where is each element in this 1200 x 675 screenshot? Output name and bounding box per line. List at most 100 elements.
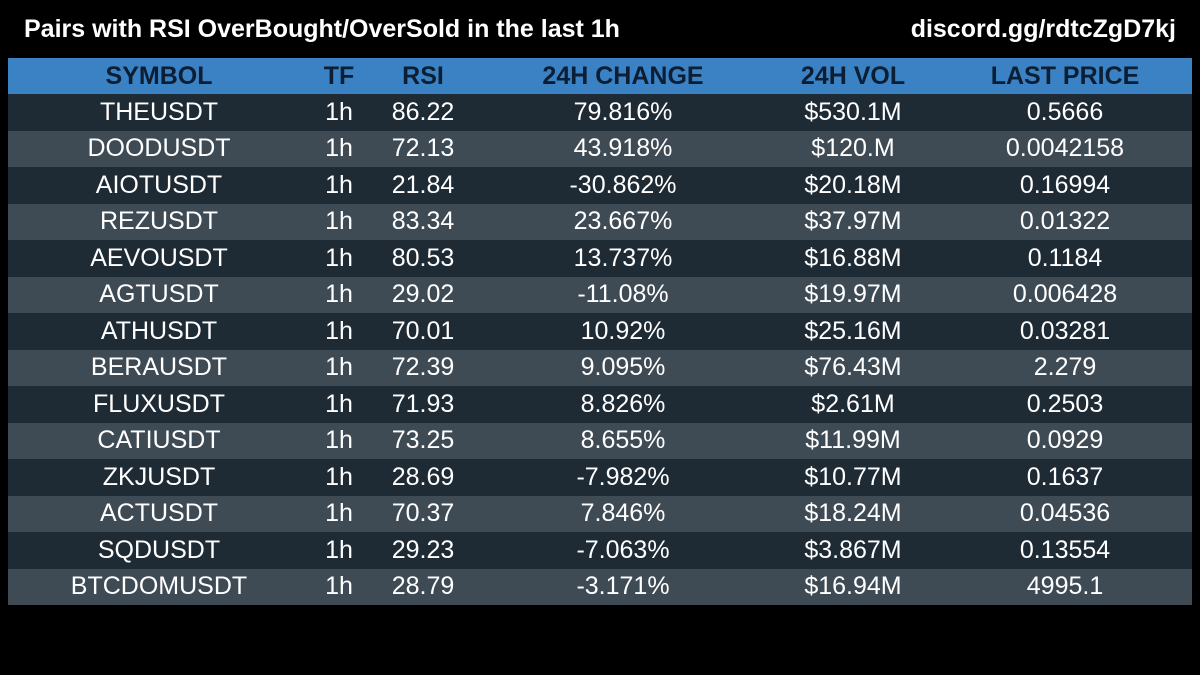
- cell-last-price: 4995.1: [938, 568, 1192, 605]
- cell-last-price: 0.2503: [938, 386, 1192, 423]
- column-header-symbol: SYMBOL: [8, 58, 310, 94]
- cell-24h-vol: $2.61M: [768, 386, 938, 423]
- cell-rsi: 29.23: [368, 532, 478, 569]
- cell-rsi: 73.25: [368, 422, 478, 459]
- cell-symbol: ZKJUSDT: [8, 459, 310, 496]
- rsi-table: SYMBOL TF RSI 24H CHANGE 24H VOL LAST PR…: [8, 58, 1192, 605]
- cell-rsi: 72.13: [368, 130, 478, 167]
- cell-rsi: 80.53: [368, 240, 478, 277]
- cell-24h-change: -7.063%: [478, 532, 768, 569]
- page-title: Pairs with RSI OverBought/OverSold in th…: [24, 15, 620, 43]
- cell-symbol: BTCDOMUSDT: [8, 568, 310, 605]
- cell-24h-change: 13.737%: [478, 240, 768, 277]
- cell-24h-vol: $10.77M: [768, 459, 938, 496]
- cell-rsi: 70.37: [368, 495, 478, 532]
- table-row: ZKJUSDT 1h 28.69 -7.982% $10.77M 0.1637: [8, 459, 1192, 496]
- cell-24h-change: -30.862%: [478, 167, 768, 204]
- cell-symbol: BERAUSDT: [8, 349, 310, 386]
- cell-last-price: 2.279: [938, 349, 1192, 386]
- table-row: AIOTUSDT 1h 21.84 -30.862% $20.18M 0.169…: [8, 167, 1192, 204]
- cell-24h-change: 23.667%: [478, 203, 768, 240]
- cell-24h-vol: $11.99M: [768, 422, 938, 459]
- cell-rsi: 71.93: [368, 386, 478, 423]
- cell-24h-change: -3.171%: [478, 568, 768, 605]
- cell-last-price: 0.006428: [938, 276, 1192, 313]
- cell-symbol: SQDUSDT: [8, 532, 310, 569]
- table-row: AEVOUSDT 1h 80.53 13.737% $16.88M 0.1184: [8, 240, 1192, 277]
- cell-tf: 1h: [310, 422, 368, 459]
- cell-tf: 1h: [310, 349, 368, 386]
- cell-rsi: 70.01: [368, 313, 478, 350]
- cell-symbol: CATIUSDT: [8, 422, 310, 459]
- cell-rsi: 28.69: [368, 459, 478, 496]
- table-row: REZUSDT 1h 83.34 23.667% $37.97M 0.01322: [8, 203, 1192, 240]
- cell-tf: 1h: [310, 532, 368, 569]
- cell-24h-change: 10.92%: [478, 313, 768, 350]
- cell-24h-vol: $20.18M: [768, 167, 938, 204]
- column-header-tf: TF: [310, 58, 368, 94]
- cell-last-price: 0.1637: [938, 459, 1192, 496]
- cell-24h-change: 9.095%: [478, 349, 768, 386]
- table-row: BERAUSDT 1h 72.39 9.095% $76.43M 2.279: [8, 349, 1192, 386]
- cell-24h-change: 79.816%: [478, 94, 768, 131]
- cell-24h-vol: $19.97M: [768, 276, 938, 313]
- cell-24h-change: 8.826%: [478, 386, 768, 423]
- cell-tf: 1h: [310, 276, 368, 313]
- cell-24h-change: 7.846%: [478, 495, 768, 532]
- column-header-rsi: RSI: [368, 58, 478, 94]
- table-row: FLUXUSDT 1h 71.93 8.826% $2.61M 0.2503: [8, 386, 1192, 423]
- cell-24h-vol: $37.97M: [768, 203, 938, 240]
- cell-last-price: 0.5666: [938, 94, 1192, 131]
- cell-last-price: 0.16994: [938, 167, 1192, 204]
- table-body: THEUSDT 1h 86.22 79.816% $530.1M 0.5666 …: [8, 94, 1192, 605]
- cell-tf: 1h: [310, 167, 368, 204]
- rsi-table-container: SYMBOL TF RSI 24H CHANGE 24H VOL LAST PR…: [8, 58, 1192, 605]
- cell-24h-vol: $18.24M: [768, 495, 938, 532]
- cell-24h-change: 8.655%: [478, 422, 768, 459]
- cell-tf: 1h: [310, 203, 368, 240]
- cell-rsi: 86.22: [368, 94, 478, 131]
- column-header-last-price: LAST PRICE: [938, 58, 1192, 94]
- cell-symbol: AEVOUSDT: [8, 240, 310, 277]
- cell-symbol: REZUSDT: [8, 203, 310, 240]
- table-row: BTCDOMUSDT 1h 28.79 -3.171% $16.94M 4995…: [8, 568, 1192, 605]
- cell-24h-vol: $25.16M: [768, 313, 938, 350]
- cell-last-price: 0.1184: [938, 240, 1192, 277]
- column-header-24h-change: 24H CHANGE: [478, 58, 768, 94]
- cell-24h-vol: $3.867M: [768, 532, 938, 569]
- cell-tf: 1h: [310, 130, 368, 167]
- cell-24h-change: 43.918%: [478, 130, 768, 167]
- cell-24h-change: -7.982%: [478, 459, 768, 496]
- table-row: ACTUSDT 1h 70.37 7.846% $18.24M 0.04536: [8, 495, 1192, 532]
- cell-symbol: ATHUSDT: [8, 313, 310, 350]
- table-row: ATHUSDT 1h 70.01 10.92% $25.16M 0.03281: [8, 313, 1192, 350]
- cell-last-price: 0.04536: [938, 495, 1192, 532]
- cell-last-price: 0.13554: [938, 532, 1192, 569]
- cell-tf: 1h: [310, 568, 368, 605]
- cell-tf: 1h: [310, 495, 368, 532]
- cell-24h-vol: $76.43M: [768, 349, 938, 386]
- cell-rsi: 21.84: [368, 167, 478, 204]
- cell-24h-vol: $16.94M: [768, 568, 938, 605]
- cell-rsi: 72.39: [368, 349, 478, 386]
- table-header-row: SYMBOL TF RSI 24H CHANGE 24H VOL LAST PR…: [8, 58, 1192, 94]
- cell-last-price: 0.0929: [938, 422, 1192, 459]
- cell-tf: 1h: [310, 240, 368, 277]
- cell-rsi: 83.34: [368, 203, 478, 240]
- cell-last-price: 0.01322: [938, 203, 1192, 240]
- cell-24h-vol: $120.M: [768, 130, 938, 167]
- cell-symbol: AGTUSDT: [8, 276, 310, 313]
- cell-symbol: ACTUSDT: [8, 495, 310, 532]
- discord-link[interactable]: discord.gg/rdtcZgD7kj: [910, 15, 1176, 43]
- cell-24h-change: -11.08%: [478, 276, 768, 313]
- cell-24h-vol: $16.88M: [768, 240, 938, 277]
- cell-24h-vol: $530.1M: [768, 94, 938, 131]
- title-bar: Pairs with RSI OverBought/OverSold in th…: [0, 0, 1200, 58]
- cell-symbol: DOODUSDT: [8, 130, 310, 167]
- cell-rsi: 29.02: [368, 276, 478, 313]
- column-header-24h-vol: 24H VOL: [768, 58, 938, 94]
- cell-rsi: 28.79: [368, 568, 478, 605]
- table-row: THEUSDT 1h 86.22 79.816% $530.1M 0.5666: [8, 94, 1192, 131]
- cell-tf: 1h: [310, 313, 368, 350]
